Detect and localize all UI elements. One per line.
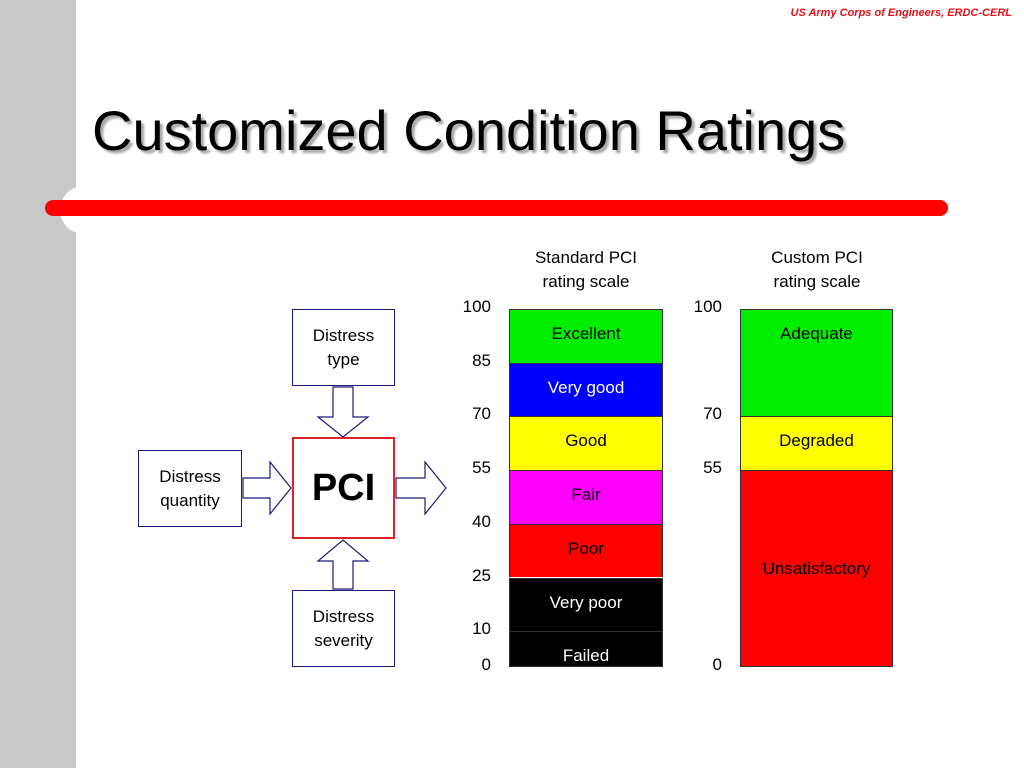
standard-tick: 85 [472,350,491,370]
title-underline [45,200,948,216]
standard-scale-title: Standard PCI rating scale [508,246,664,294]
distress-severity-line2: severity [314,630,373,650]
custom-band-degraded: Degraded [740,416,893,471]
credit-text: US Army Corps of Engineers, ERDC-CERL [790,7,1012,19]
standard-band-very-good: Very good [509,362,663,417]
standard-band-good: Good [509,416,663,471]
custom-band-unsatisfactory: Unsatisfactory [740,470,893,667]
distress-type-line1: Distress [312,325,375,345]
arrow-output-icon [395,460,447,516]
standard-tick: 40 [472,511,491,531]
standard-band-poor: Poor [509,523,663,578]
custom-scale-title: Custom PCI rating scale [740,246,894,294]
distress-type-line2: type [327,349,360,369]
standard-tick: 100 [462,297,491,316]
custom-scale-title-line2: rating scale [773,272,861,291]
distress-severity-line1: Distress [312,606,375,626]
custom-tick: 0 [712,655,722,674]
arrow-up-icon [316,539,370,590]
pci-box: PCI [292,437,395,539]
standard-band-very-poor: Very poor [509,577,663,632]
standard-tick: 55 [472,458,491,478]
distress-quantity-line2: quantity [160,490,220,510]
standard-band-excellent: Excellent [509,309,663,363]
distress-type-box: Distress type [292,309,395,386]
standard-tick: 25 [472,565,491,585]
standard-scale-title-line1: Standard PCI [534,248,638,267]
standard-tick: 10 [472,619,491,639]
standard-scale-title-line2: rating scale [542,272,630,291]
distress-severity-box: Distress severity [292,590,395,667]
custom-scale-title-line1: Custom PCI [771,248,863,267]
custom-tick: 100 [693,297,722,316]
standard-tick: 70 [472,404,491,424]
slide-title: Customized Condition Ratings [92,99,846,162]
arrow-down-icon [316,386,370,438]
custom-band-adequate: Adequate [740,309,893,417]
custom-tick: 70 [703,404,722,424]
distress-quantity-line1: Distress [159,466,221,486]
standard-band-fair: Fair [509,470,663,524]
left-decorative-band [0,0,76,768]
distress-quantity-box: Distress quantity [138,450,242,527]
standard-band-failed: Failed [509,631,663,667]
custom-tick: 55 [703,458,722,478]
standard-tick: 0 [481,655,491,674]
arrow-right-icon [242,460,292,516]
